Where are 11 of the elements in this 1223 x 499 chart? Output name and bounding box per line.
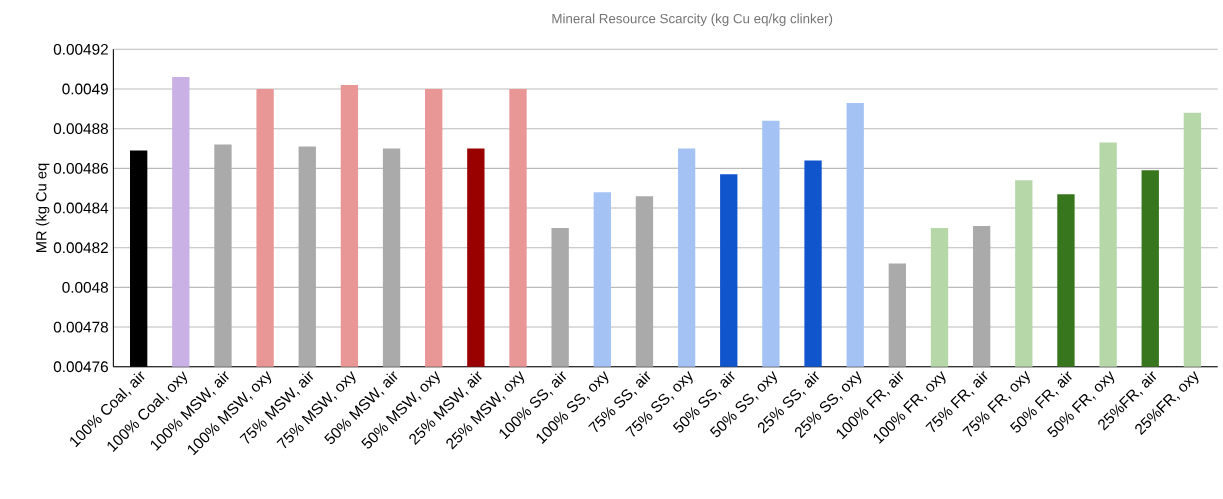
y-axis-title: MR (kg Cu eq [35,163,50,253]
y-tick-label: 0.00476 [53,361,108,373]
y-tick-label: 0.00492 [53,44,108,55]
y-tick-label: 0.00486 [53,163,108,174]
y-tick-label: 0.00488 [53,123,108,135]
y-tick-label: 0.00482 [53,242,108,254]
chart-title: Mineral Resource Scarcity (kg Cu eq/kg clinker) [552,13,833,27]
y-tick-label: 0.00484 [53,202,109,214]
y-tick-label: 0.0049 [62,83,108,95]
y-tick-label: 0.00478 [53,321,108,333]
y-tick-label: 0.0048 [62,282,108,293]
